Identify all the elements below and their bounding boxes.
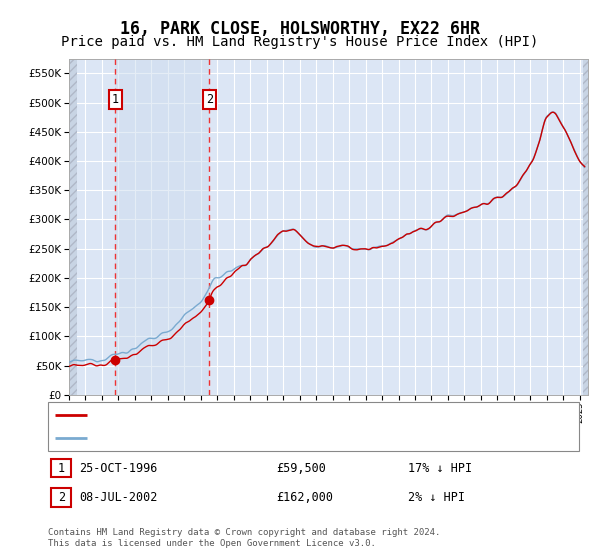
Text: 25-OCT-1996: 25-OCT-1996	[79, 461, 158, 475]
Text: 16, PARK CLOSE, HOLSWORTHY, EX22 6HR (detached house): 16, PARK CLOSE, HOLSWORTHY, EX22 6HR (de…	[91, 410, 422, 420]
Text: 2% ↓ HPI: 2% ↓ HPI	[408, 491, 465, 504]
Text: 1: 1	[58, 461, 65, 475]
Bar	[115, 59, 209, 395]
Text: 1: 1	[112, 93, 119, 106]
Text: £162,000: £162,000	[276, 491, 333, 504]
Text: Price paid vs. HM Land Registry's House Price Index (HPI): Price paid vs. HM Land Registry's House …	[61, 35, 539, 49]
Text: Contains HM Land Registry data © Crown copyright and database right 2024.
This d: Contains HM Land Registry data © Crown c…	[48, 528, 440, 548]
Text: HPI: Average price, detached house, Torridge: HPI: Average price, detached house, Torr…	[91, 433, 366, 444]
Text: 2: 2	[206, 93, 213, 106]
Text: 16, PARK CLOSE, HOLSWORTHY, EX22 6HR: 16, PARK CLOSE, HOLSWORTHY, EX22 6HR	[120, 20, 480, 38]
Bar	[583, 59, 588, 395]
Text: 2: 2	[58, 491, 65, 504]
Text: 08-JUL-2002: 08-JUL-2002	[79, 491, 158, 504]
Bar	[69, 59, 77, 395]
Text: 17% ↓ HPI: 17% ↓ HPI	[408, 461, 472, 475]
Text: £59,500: £59,500	[276, 461, 326, 475]
